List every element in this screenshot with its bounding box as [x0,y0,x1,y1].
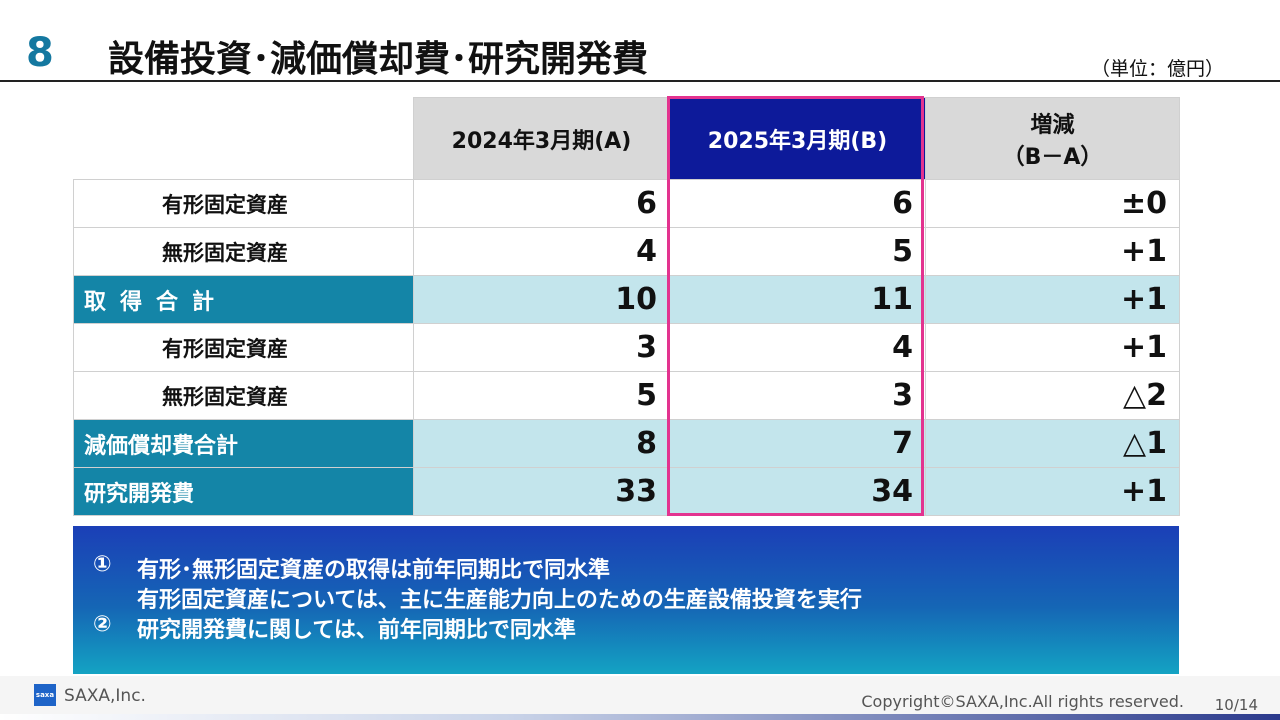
cell-change: +1 [925,275,1180,324]
note-marker: ② [93,612,112,637]
cell-prior-year: 8 [413,419,670,468]
cell-current-year: 7 [669,419,926,468]
table-row: 有形固定資産 3 4 +1 [73,323,1180,372]
note-line: ② 研究開発費に関しては、前年同期比で同水準 [93,612,1179,643]
table-header-row: 2024年3月期(A) 2025年3月期(B) 増減 （B－A） [73,97,1180,180]
cell-change: ±0 [925,179,1180,228]
note-text: 有形固定資産については、主に生産能力向上のための生産設備投資を実行 [137,588,862,613]
table-row: 有形固定資産 6 6 ±0 [73,179,1180,228]
notes-box: ① 有形･無形固定資産の取得は前年同期比で同水準 有形固定資産については、主に生… [73,526,1179,674]
footer [0,676,1280,720]
cell-change: △2 [925,371,1180,420]
column-header-prior-year: 2024年3月期(A) [413,97,670,180]
cell-prior-year: 3 [413,323,670,372]
note-line: 有形固定資産については、主に生産能力向上のための生産設備投資を実行 [93,582,1179,613]
slide-header: 8 設備投資･減価償却費･研究開発費 （単位：億円） [0,0,1280,84]
note-text: 有形･無形固定資産の取得は前年同期比で同水準 [137,558,611,583]
column-header-change: 増減 （B－A） [925,97,1180,180]
row-label: 有形固定資産 [73,323,414,372]
title-divider [0,80,1280,82]
capex-table: 2024年3月期(A) 2025年3月期(B) 増減 （B－A） 有形固定資産 … [73,97,1180,516]
cell-current-year: 34 [669,467,926,516]
cell-change: +1 [925,467,1180,516]
row-label: 有形固定資産 [73,179,414,228]
company-name: SAXA,Inc. [64,686,146,706]
cell-prior-year: 4 [413,227,670,276]
cell-current-year: 4 [669,323,926,372]
page-number: 10/14 [1214,696,1258,714]
column-header-current-year: 2025年3月期(B) [669,97,926,180]
row-label: 無形固定資産 [73,371,414,420]
header-blank-cell [73,97,414,180]
copyright-text: Copyright©SAXA,Inc.All rights reserved. [861,692,1184,711]
cell-current-year: 5 [669,227,926,276]
cell-current-year: 11 [669,275,926,324]
bottom-accent-bar [0,714,1280,720]
cell-change: △1 [925,419,1180,468]
note-marker: ① [93,552,112,577]
row-label: 研究開発費 [73,467,414,516]
row-label: 減価償却費合計 [73,419,414,468]
row-label: 取得合計 [73,275,414,324]
cell-prior-year: 5 [413,371,670,420]
section-number: 8 [26,30,54,76]
saxa-logo-icon: saxa [34,684,56,706]
unit-label: （単位：億円） [1090,58,1224,80]
note-line: ① 有形･無形固定資産の取得は前年同期比で同水準 [93,552,1179,583]
row-label: 無形固定資産 [73,227,414,276]
table-row-total: 研究開発費 33 34 +1 [73,467,1180,516]
column-header-change-line1: 増減 [1030,112,1075,138]
cell-change: +1 [925,227,1180,276]
table-row: 無形固定資産 4 5 +1 [73,227,1180,276]
table-row-total: 取得合計 10 11 +1 [73,275,1180,324]
cell-prior-year: 33 [413,467,670,516]
column-header-change-line2: （B－A） [1002,144,1103,170]
note-text: 研究開発費に関しては、前年同期比で同水準 [137,618,576,643]
page-title: 設備投資･減価償却費･研究開発費 [108,39,649,80]
table-row-total: 減価償却費合計 8 7 △1 [73,419,1180,468]
cell-current-year: 3 [669,371,926,420]
cell-prior-year: 6 [413,179,670,228]
table-row: 無形固定資産 5 3 △2 [73,371,1180,420]
note-marker [93,582,137,612]
cell-current-year: 6 [669,179,926,228]
cell-prior-year: 10 [413,275,670,324]
cell-change: +1 [925,323,1180,372]
